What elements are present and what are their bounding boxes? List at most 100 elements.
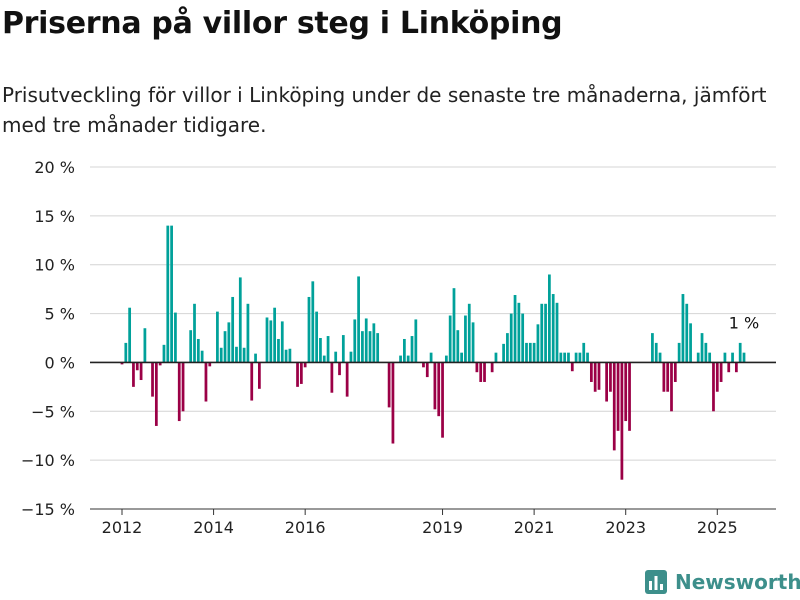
bar: [708, 352, 712, 363]
bar: [258, 362, 261, 389]
bar: [719, 362, 723, 382]
bar: [143, 328, 147, 363]
bar: [494, 352, 498, 363]
bar: [605, 362, 608, 402]
bar: [574, 352, 578, 363]
bar: [162, 344, 166, 363]
y-tick-label: −5 %: [31, 402, 75, 421]
bar: [341, 335, 345, 363]
bar: [391, 362, 395, 444]
bar: [578, 352, 582, 363]
bar: [666, 362, 670, 392]
bar: [704, 342, 708, 363]
bar: [254, 353, 257, 363]
bar: [284, 349, 288, 363]
bar: [406, 355, 410, 363]
bar: [216, 311, 219, 363]
bar: [727, 362, 731, 373]
bar: [536, 324, 540, 363]
bar: [670, 362, 673, 412]
bar: [235, 346, 238, 363]
bar: [319, 338, 322, 363]
bar: [616, 362, 620, 431]
bar: [624, 362, 628, 422]
bar: [246, 303, 250, 363]
bar: [181, 362, 185, 412]
x-tick-label: 2014: [193, 518, 234, 537]
bar: [509, 313, 513, 363]
bar: [506, 333, 509, 363]
bar: [277, 338, 280, 363]
bar: [689, 323, 692, 363]
bar: [456, 330, 460, 363]
bar: [151, 362, 154, 397]
bar: [422, 362, 425, 368]
bar: [525, 342, 528, 363]
bar: [433, 362, 437, 410]
bar: [551, 294, 555, 363]
bar: [265, 317, 269, 363]
bar: [158, 362, 162, 366]
bars: [120, 225, 746, 480]
bar: [414, 319, 418, 363]
bar: [196, 338, 200, 363]
bar: [288, 348, 292, 363]
bar: [464, 315, 467, 363]
bar: [609, 362, 612, 392]
bar: [345, 362, 349, 397]
bar: [628, 362, 631, 431]
bar: [139, 362, 143, 381]
gridlines: [90, 166, 776, 510]
bar: [208, 362, 212, 367]
bar: [311, 281, 315, 363]
bar: [296, 362, 299, 387]
bar: [593, 362, 597, 392]
bar: [120, 362, 124, 365]
bar: [128, 307, 132, 363]
x-tick-label: 2016: [285, 518, 326, 537]
bar: [448, 315, 452, 363]
bar: [742, 352, 746, 363]
bar: [471, 322, 475, 363]
bar: [582, 342, 586, 363]
bar: [738, 342, 742, 363]
bar: [662, 362, 666, 392]
bar: [513, 295, 517, 363]
bar: [444, 355, 448, 363]
bar: [681, 294, 685, 363]
bar: [403, 338, 406, 363]
y-tick-label: 10 %: [34, 256, 75, 275]
brand-name: Newsworthy: [675, 570, 800, 594]
bar: [540, 303, 544, 363]
bar: [238, 277, 242, 363]
bar: [712, 362, 715, 412]
bar: [170, 225, 173, 363]
bar: [677, 342, 681, 363]
bar: [597, 362, 601, 390]
bar: [338, 362, 341, 376]
bar: [223, 331, 227, 363]
x-tick-label: 2019: [422, 518, 463, 537]
bar: [528, 342, 532, 363]
bar: [612, 362, 616, 451]
bar: [307, 296, 311, 363]
bar: [330, 362, 334, 393]
newsworthy-logo: Newsworthy: [645, 570, 800, 594]
bar: [685, 303, 689, 363]
bar: [654, 342, 658, 363]
y-tick-label: 5 %: [45, 305, 75, 324]
bar: [467, 303, 471, 363]
bar: [177, 362, 181, 422]
bar: [437, 362, 441, 417]
bar: [322, 355, 326, 363]
bar: [715, 362, 719, 392]
bar: [532, 342, 536, 363]
bar: [349, 351, 353, 363]
y-tick-label: −15 %: [21, 500, 75, 519]
bar: [315, 311, 318, 363]
bar: [376, 333, 380, 363]
bar: [353, 319, 357, 363]
bar: [502, 343, 505, 363]
bar: [570, 362, 574, 372]
chart-logo-icon: [645, 570, 667, 594]
